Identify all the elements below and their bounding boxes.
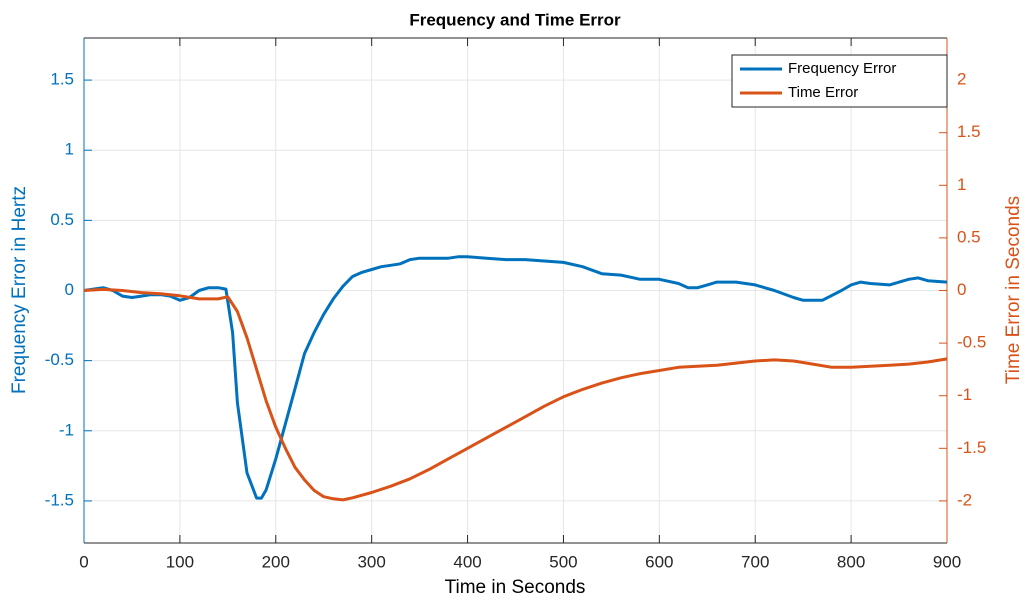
y2-tick-label: 0.5: [957, 227, 981, 246]
x-tick-label: 900: [933, 552, 961, 571]
x-tick-label: 500: [549, 552, 577, 571]
y2-tick-label: -0.5: [957, 333, 986, 352]
x-tick-label: 600: [645, 552, 673, 571]
y2-tick-label: 0: [957, 280, 966, 299]
chart-title: Frequency and Time Error: [409, 10, 621, 29]
y2-tick-label: -2: [957, 490, 972, 509]
x-tick-label: 200: [262, 552, 290, 571]
y-tick-label: 1: [65, 140, 74, 159]
y2-axis-label: Time Error in Seconds: [1003, 196, 1024, 384]
x-tick-label: 800: [837, 552, 865, 571]
y-tick-label: -0.5: [45, 350, 74, 369]
legend-box: [731, 54, 948, 108]
legend-label: Time Error: [788, 84, 858, 101]
y-tick-label: 0: [65, 280, 74, 299]
x-tick-label: 0: [79, 552, 88, 571]
y-tick-label: 0.5: [50, 210, 74, 229]
x-tick-label: 400: [453, 552, 481, 571]
y-tick-label: -1: [59, 420, 74, 439]
y2-tick-label: 1: [957, 175, 966, 194]
y-axis-label: Frequency Error in Hertz: [9, 186, 30, 394]
y2-tick-label: -1: [957, 385, 972, 404]
y2-tick-label: -1.5: [957, 438, 986, 457]
y-tick-label: 1.5: [50, 70, 74, 89]
x-tick-label: 100: [166, 552, 194, 571]
x-tick-label: 300: [357, 552, 385, 571]
series-line: [83, 255, 948, 500]
y2-tick-label: 2: [957, 70, 966, 89]
legend-label: Frequency Error: [788, 60, 896, 77]
series-line: [83, 287, 948, 502]
y-tick-label: -1.5: [45, 490, 74, 509]
x-axis-label: Time in Seconds: [445, 577, 586, 598]
y2-tick-label: 1.5: [957, 122, 981, 141]
x-tick-label: 700: [741, 552, 769, 571]
